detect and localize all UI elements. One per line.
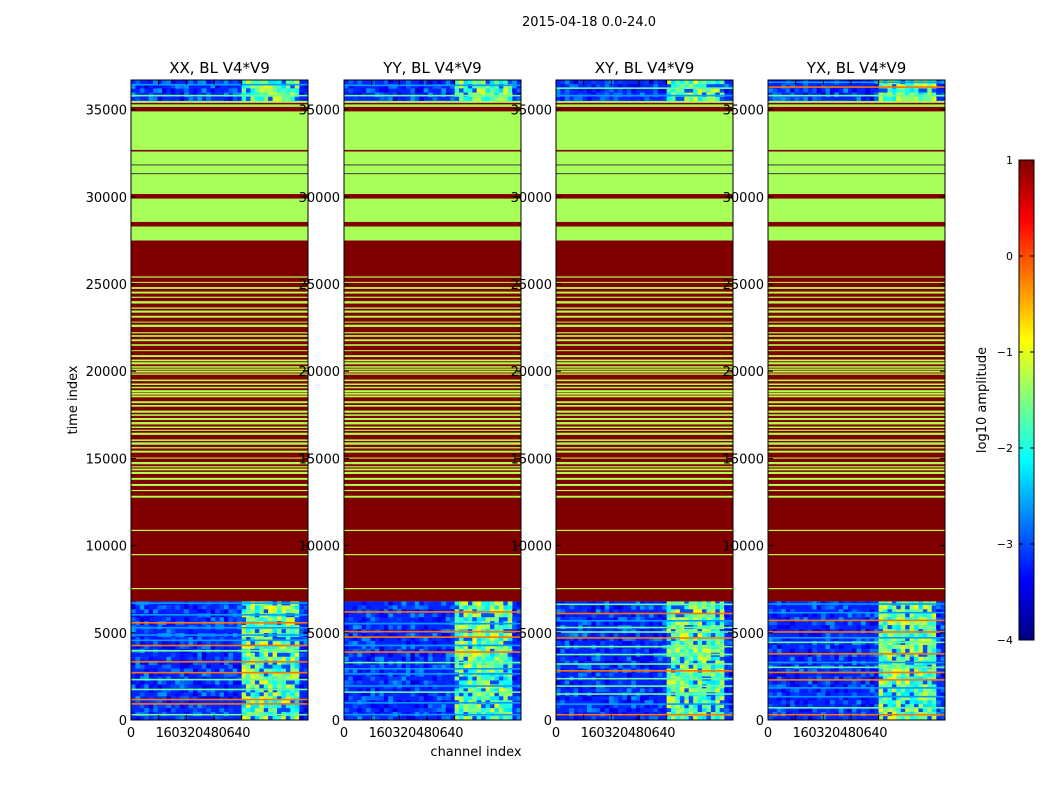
y-tick-label: 35000 (511, 104, 552, 119)
heatmap-panel: YX, BL V4*V9 0 5000 10000 15000 20000 25000 300… (723, 59, 946, 741)
y-tick-label: 15000 (299, 452, 340, 467)
x-tick-label: 0 (127, 726, 135, 741)
y-tick-label: 20000 (299, 365, 340, 380)
panel-frame (555, 79, 734, 721)
y-tick-label: 0 (119, 714, 127, 729)
y-tick-label: 10000 (511, 540, 552, 555)
panel-title: XY, BL V4*V9 (595, 59, 695, 77)
y-tick-label: 15000 (511, 452, 552, 467)
y-tick-label: 35000 (86, 104, 127, 119)
y-tick-label: 10000 (723, 540, 764, 555)
y-tick-label: 20000 (511, 365, 552, 380)
colorbar-tick-label: −4 (997, 634, 1013, 647)
y-tick-label: 25000 (511, 278, 552, 293)
y-tick-label: 10000 (299, 540, 340, 555)
panel-title: XX, BL V4*V9 (169, 59, 270, 77)
y-tick-label: 20000 (86, 365, 127, 380)
colorbar-tick-label: −3 (997, 538, 1013, 551)
y-axis-label: time index (66, 365, 81, 434)
y-tick-label: 25000 (299, 278, 340, 293)
y-tick-label: 30000 (299, 191, 340, 206)
panel-frame (767, 79, 946, 721)
y-tick-label: 25000 (86, 278, 127, 293)
y-tick-label: 15000 (86, 452, 127, 467)
colorbar-gradient (1018, 159, 1035, 641)
y-tick-label: 5000 (731, 627, 764, 642)
colorbar-tick-label: −2 (997, 442, 1013, 455)
x-tick-labels: 160320480640 (369, 726, 464, 741)
x-tick-labels: 160320480640 (581, 726, 676, 741)
colorbar-label: log10 amplitude (975, 347, 990, 453)
figure-title: 2015-04-18 0.0-24.0 (522, 15, 656, 30)
heatmap-panels: XX, BL V4*V9 0 5000 10000 15000 20000 25000 300… (86, 59, 946, 741)
panel-frame (343, 79, 522, 721)
y-tick-label: 5000 (519, 627, 552, 642)
y-tick-label: 5000 (94, 627, 127, 642)
x-tick-label: 0 (552, 726, 560, 741)
y-tick-label: 25000 (723, 278, 764, 293)
y-tick-label: 35000 (299, 104, 340, 119)
y-tick-label: 10000 (86, 540, 127, 555)
x-tick-label: 0 (764, 726, 772, 741)
y-tick-label: 20000 (723, 365, 764, 380)
y-tick-label: 30000 (723, 191, 764, 206)
colorbar-tick-label: 1 (1006, 154, 1013, 167)
heatmap-panel: XX, BL V4*V9 0 5000 10000 15000 20000 25000 300… (86, 59, 309, 741)
y-tick-label: 30000 (511, 191, 552, 206)
x-tick-labels: 160320480640 (156, 726, 251, 741)
y-tick-label: 5000 (307, 627, 340, 642)
y-tick-label: 0 (544, 714, 552, 729)
y-tick-label: 35000 (723, 104, 764, 119)
colorbar-tick-label: −1 (997, 346, 1013, 359)
y-tick-label: 30000 (86, 191, 127, 206)
y-tick-label: 0 (332, 714, 340, 729)
heatmap-panel: YY, BL V4*V9 0 5000 10000 15000 20000 25000 300… (299, 59, 522, 741)
panel-title: YY, BL V4*V9 (382, 59, 481, 77)
colorbar: 1 0 −1 −2 −3 −4 log10 amplitude (975, 154, 1035, 647)
colorbar-tick-label: 0 (1006, 250, 1013, 263)
y-tick-label: 15000 (723, 452, 764, 467)
panel-title: YX, BL V4*V9 (806, 59, 907, 77)
panel-frame (130, 79, 309, 721)
y-tick-label: 0 (756, 714, 764, 729)
x-tick-label: 0 (340, 726, 348, 741)
x-tick-labels: 160320480640 (793, 726, 888, 741)
heatmap-panel: XY, BL V4*V9 0 5000 10000 15000 20000 25000 300… (511, 59, 734, 741)
x-axis-label: channel index (430, 745, 521, 760)
